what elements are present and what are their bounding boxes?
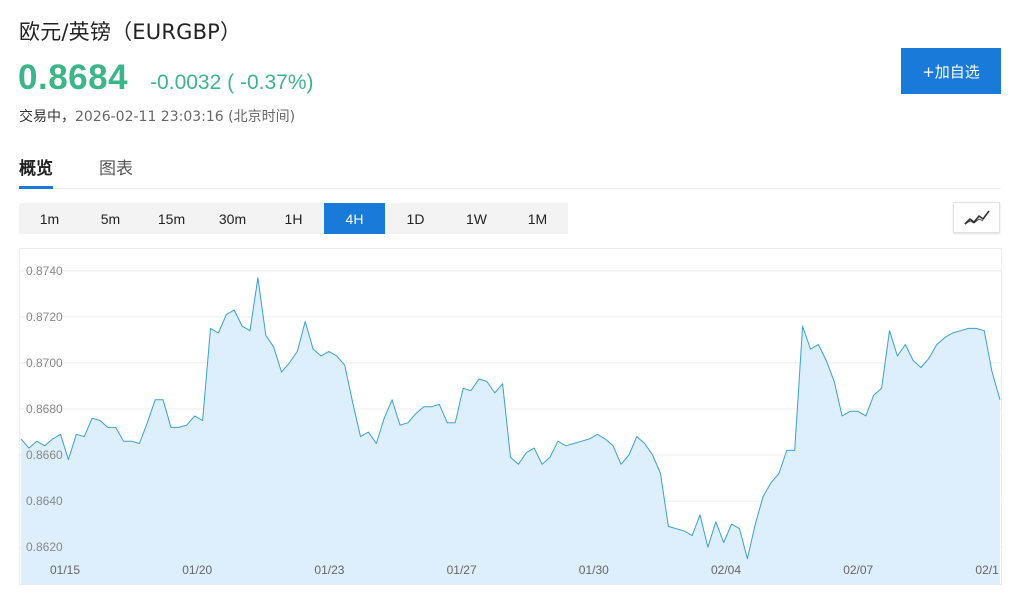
price-area [21, 277, 1000, 584]
trading-status: 交易中， 2026-02-11 23:03:16 (北京时间) [19, 106, 295, 126]
y-tick-label: 0.8640 [26, 494, 63, 508]
x-tick-label: 02/1 [975, 563, 999, 577]
chart-canvas: 0.8620 0.8640 0.8660 0.8680 0.8700 0.8720 0.87… [20, 264, 1001, 584]
period-1h[interactable]: 1H [284, 210, 303, 227]
y-tick-label: 0.8620 [26, 540, 63, 554]
x-tick-label: 01/20 [182, 563, 212, 577]
x-tick-label: 01/15 [50, 563, 80, 577]
period-1w[interactable]: 1W [466, 210, 487, 227]
x-tick-label: 02/04 [711, 563, 741, 577]
period-1d[interactable]: 1D [406, 210, 425, 227]
period-selector: 1m 5m 15m 30m 1H 4H 1D 1W 1M [19, 203, 568, 234]
tab-chart[interactable]: 图表 [99, 159, 133, 179]
period-1m[interactable]: 1m [39, 210, 60, 227]
x-tick-label: 01/30 [579, 563, 609, 577]
y-tick-label: 0.8720 [26, 310, 63, 324]
y-tick-label: 0.8660 [26, 448, 63, 462]
x-tick-label: 01/27 [447, 563, 477, 577]
current-price: 0.8684 [18, 58, 129, 97]
add-to-watchlist-button[interactable]: +加自选 [901, 48, 1001, 94]
period-4h[interactable]: 4H [324, 203, 385, 234]
tab-bar: 概览 图表 [19, 152, 1001, 189]
status-text: 交易中， [19, 109, 75, 125]
period-30m[interactable]: 30m [218, 210, 247, 227]
page-title: 欧元/英镑（EURGBP） [19, 20, 242, 44]
period-1mo[interactable]: 1M [527, 210, 548, 227]
y-tick-label: 0.8680 [26, 402, 63, 416]
period-5m[interactable]: 5m [100, 210, 121, 227]
price-change: -0.0032 ( -0.37%) [150, 71, 314, 94]
x-tick-label: 02/07 [843, 563, 873, 577]
price-chart[interactable]: 0.8620 0.8640 0.8660 0.8680 0.8700 0.8720 0.87… [19, 248, 1002, 585]
y-tick-label: 0.8700 [26, 356, 63, 370]
line-chart-icon [963, 210, 990, 225]
chart-type-button[interactable] [953, 202, 1000, 233]
period-15m[interactable]: 15m [157, 210, 186, 227]
price-row: 0.8684 -0.0032 ( -0.37%) [18, 58, 313, 102]
timestamp: 2026-02-11 23:03:16 (北京时间) [75, 109, 296, 125]
x-tick-label: 01/23 [314, 563, 344, 577]
price-line [20, 277, 1001, 560]
y-tick-label: 0.8740 [26, 264, 63, 278]
tab-overview[interactable]: 概览 [19, 154, 53, 189]
